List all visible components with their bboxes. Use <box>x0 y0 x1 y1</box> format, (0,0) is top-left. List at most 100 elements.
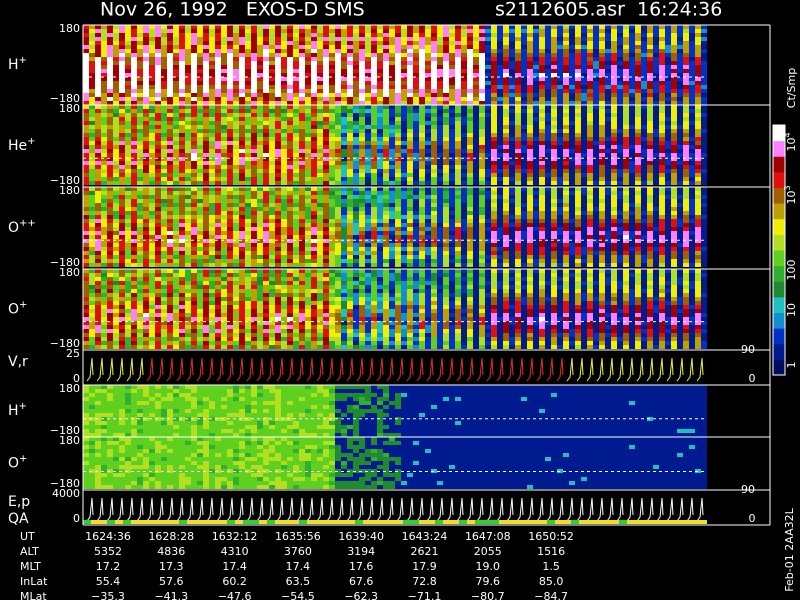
spectrogram-cell <box>245 231 251 235</box>
spectrogram-cell <box>197 73 203 77</box>
spectrogram-cell <box>581 41 587 45</box>
spectrogram-cell <box>281 259 287 263</box>
spectrogram-cell <box>155 263 161 267</box>
spectrogram-cell <box>281 199 287 203</box>
spectrogram-cell <box>533 45 539 49</box>
spectrogram-cell <box>461 25 467 29</box>
spectrogram-cell <box>383 109 389 113</box>
spectrogram-cell <box>119 121 125 125</box>
spectrogram-cell <box>449 125 455 129</box>
spectrogram-cell <box>569 65 575 69</box>
spectrogram-cell <box>101 97 107 101</box>
spectrogram-cell <box>533 49 539 53</box>
spectrogram-cell <box>221 187 227 191</box>
spectrogram-cell <box>143 105 149 109</box>
spectrogram-cell <box>347 85 353 89</box>
spectrogram-cell <box>527 109 533 113</box>
spectrogram-cell <box>431 181 437 185</box>
spectrogram-cell <box>599 69 605 73</box>
spectrogram-cell <box>221 211 227 215</box>
spectrogram-cell <box>101 121 107 125</box>
spectrogram-cell <box>89 25 95 29</box>
spectrogram-cell <box>401 133 407 137</box>
spectrogram-cell <box>221 53 227 57</box>
spectrogram-cell <box>101 25 107 29</box>
spectrogram-cell <box>443 129 449 133</box>
spectrogram-cell <box>239 207 245 211</box>
spectrogram-cell <box>587 69 593 73</box>
spectrogram-cell <box>155 25 161 29</box>
spectrogram-cell <box>485 137 491 141</box>
spectrogram-cell <box>521 45 527 49</box>
spectrogram-cell <box>119 211 125 215</box>
spectrogram-cell <box>539 85 545 89</box>
spectrogram-cell <box>443 37 449 41</box>
spectrogram-cell <box>593 53 599 57</box>
spectrogram-cell <box>419 81 425 85</box>
spectrogram-cell <box>185 57 191 61</box>
spectrogram-cell <box>485 113 491 117</box>
spectrogram-cell <box>545 125 551 129</box>
spectrogram-cell <box>557 25 563 29</box>
spectrogram-cell <box>299 231 305 235</box>
spectrogram-cell <box>197 169 203 173</box>
spectrogram-cell <box>83 97 89 101</box>
spectrogram-cell <box>185 153 191 157</box>
spectrogram-cell <box>563 105 569 109</box>
spectrogram-cell <box>413 129 419 133</box>
spectrogram-cell <box>257 41 263 45</box>
spectrogram-cell <box>695 93 701 97</box>
spectrogram-cell <box>467 45 473 49</box>
spectrogram-cell <box>185 239 191 243</box>
spectrogram-cell <box>701 93 707 97</box>
spectrogram-cell <box>437 77 443 81</box>
spectrogram-cell <box>665 129 671 133</box>
spectrogram-cell <box>323 109 329 113</box>
spectrogram-cell <box>497 121 503 125</box>
spectrogram-cell <box>509 61 515 65</box>
spectrogram-cell <box>443 73 449 77</box>
spectrogram-cell <box>659 113 665 117</box>
spectrogram-cell <box>587 133 593 137</box>
spectrogram-cell <box>197 263 203 267</box>
spectrogram-cell <box>401 109 407 113</box>
spectrogram-cell <box>671 37 677 41</box>
spectrogram-cell <box>287 169 293 173</box>
spectrogram-cell <box>461 61 467 65</box>
spectrogram-cell <box>635 89 641 93</box>
spectrogram-cell <box>281 187 287 191</box>
spectrogram-cell <box>641 169 647 173</box>
spectrogram-cell <box>329 235 335 239</box>
spectrogram-cell <box>119 101 125 105</box>
spectrogram-cell <box>245 219 251 223</box>
spectrogram-cell <box>599 93 605 97</box>
spectrogram-cell <box>131 41 137 45</box>
spectrogram-cell <box>131 187 137 191</box>
spectrogram-cell <box>329 33 335 37</box>
spectrogram-cell <box>587 117 593 121</box>
spectrogram-cell <box>401 153 407 157</box>
spectrogram-cell <box>665 157 671 161</box>
spectrogram-cell <box>239 121 245 125</box>
spectrogram-cell <box>281 207 287 211</box>
file-label: s2112605.asr 16:24:36 <box>495 0 722 21</box>
spectrogram-cell <box>89 81 95 85</box>
spectrogram-cell <box>611 137 617 141</box>
spectrogram-cell <box>203 235 209 239</box>
spectrogram-cell <box>401 157 407 161</box>
spectrogram-cell <box>605 85 611 89</box>
spectrogram-cell <box>359 117 365 121</box>
spectrogram-cell <box>395 109 401 113</box>
spectrogram-cell <box>347 69 353 73</box>
spectrogram-cell <box>113 93 119 97</box>
spectrogram-cell <box>191 105 197 109</box>
spectrogram-cell <box>575 105 581 109</box>
spectrogram-cell <box>299 211 305 215</box>
spectrogram-cell <box>323 199 329 203</box>
spectrogram-cell <box>659 97 665 101</box>
spectrogram-cell <box>101 65 107 69</box>
spectrogram-cell <box>143 203 149 207</box>
spectrogram-cell <box>341 141 347 145</box>
spectrogram-cell <box>251 215 257 219</box>
spectrogram-cell <box>359 85 365 89</box>
